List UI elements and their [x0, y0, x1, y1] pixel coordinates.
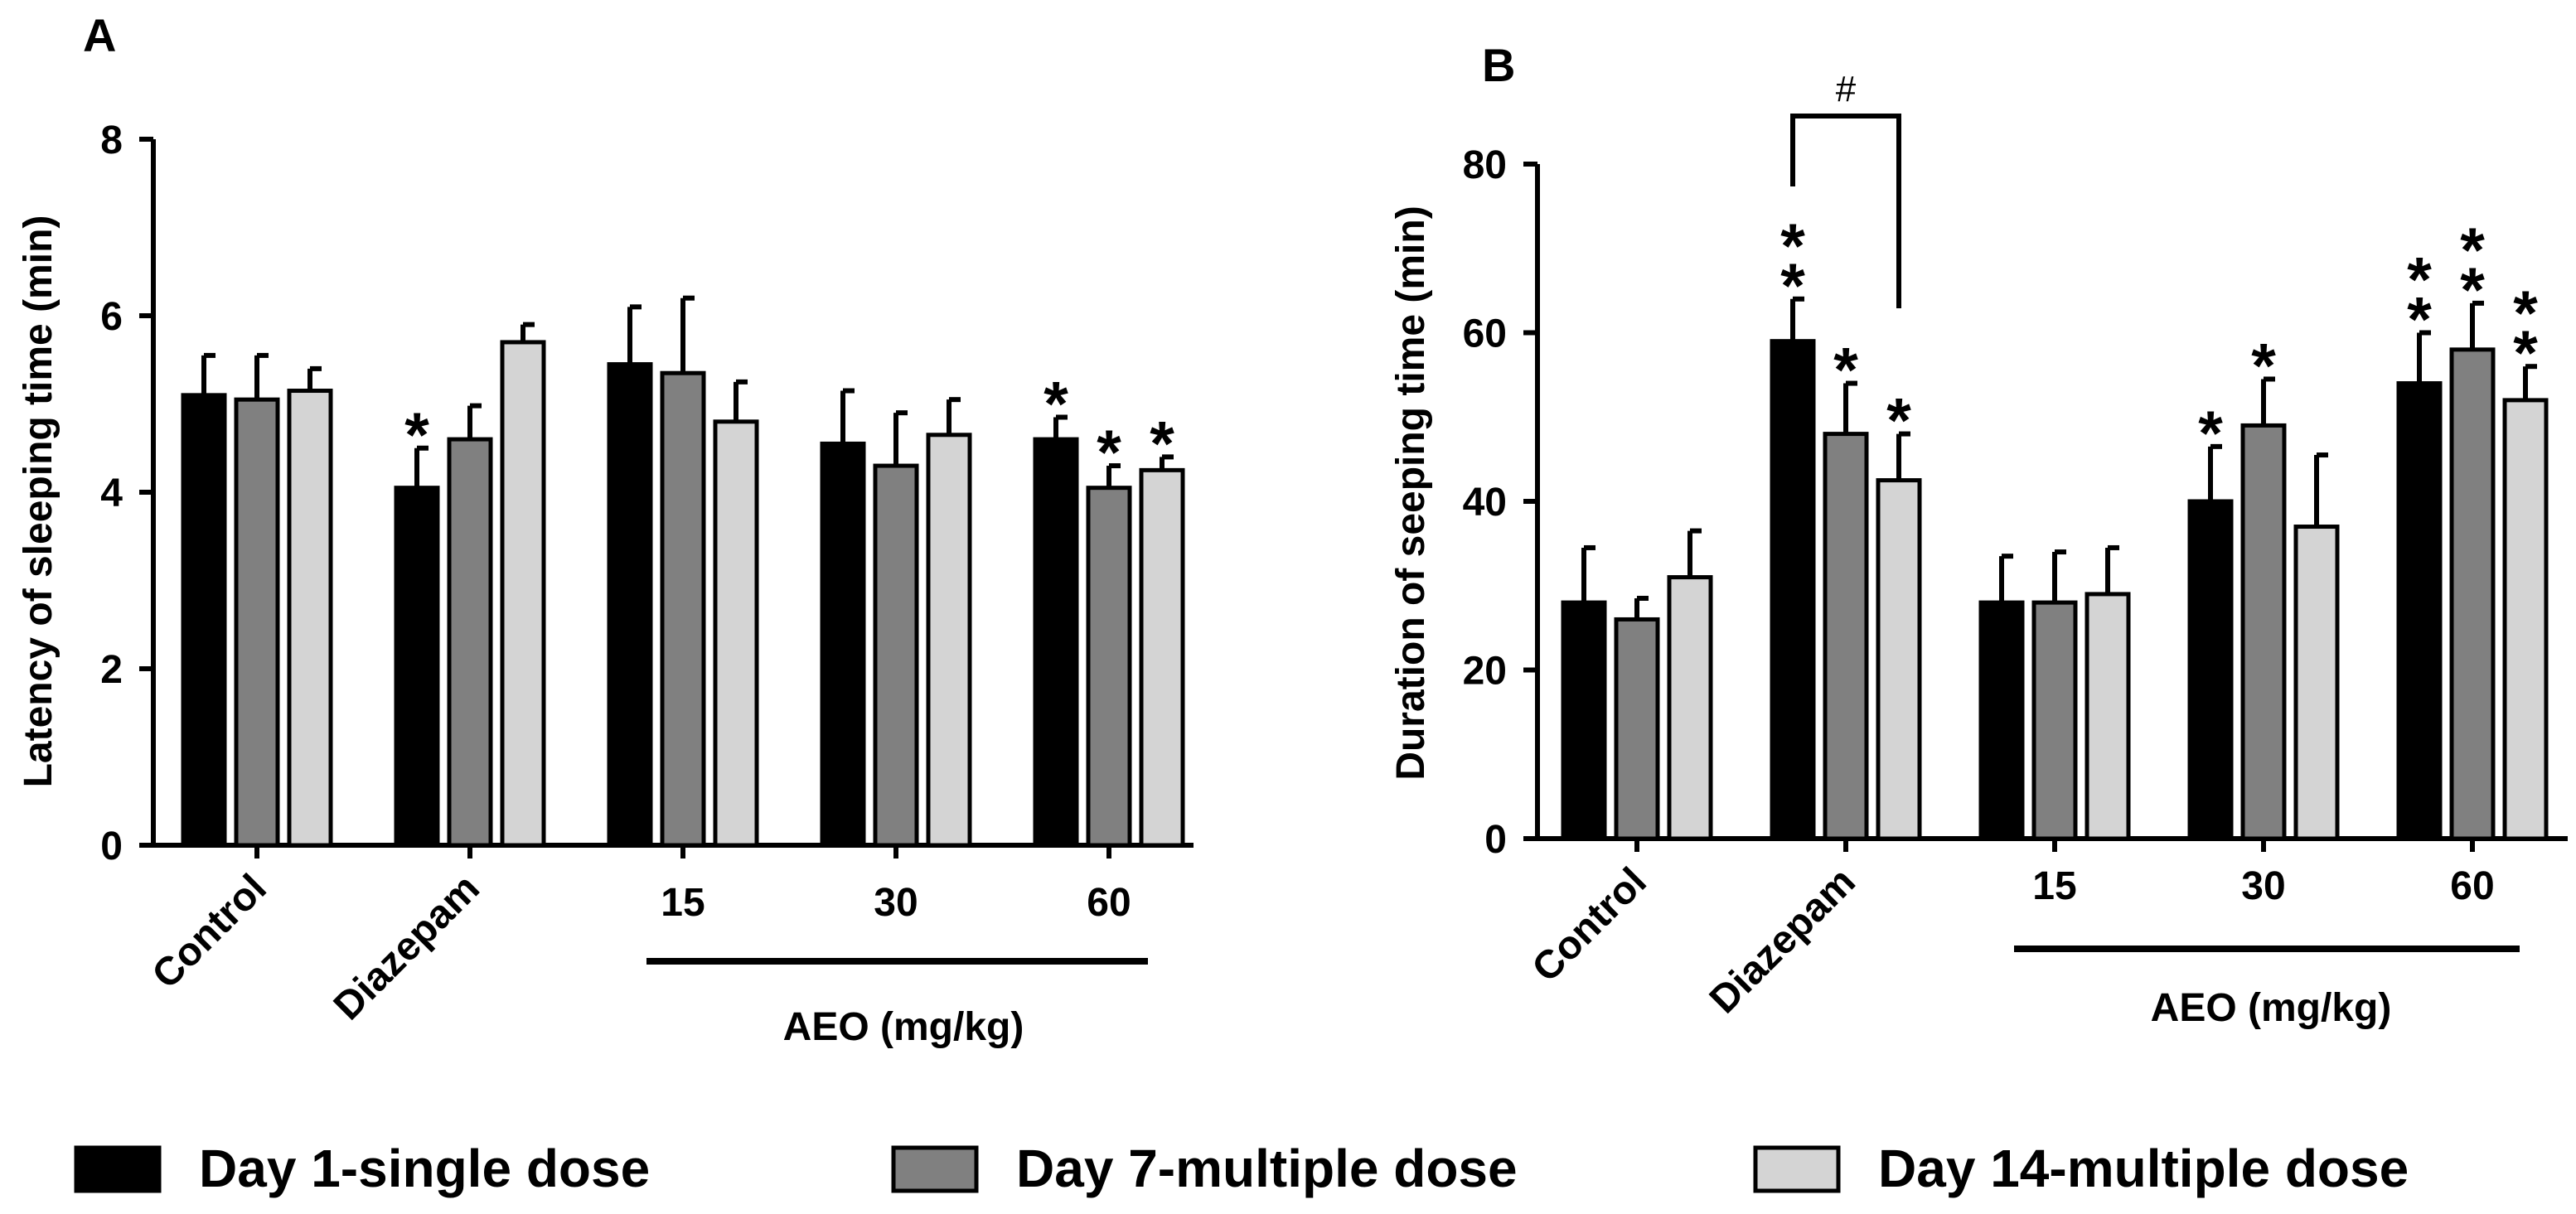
legend-swatch-day1 — [74, 1145, 162, 1193]
panel-b-significance-star: * — [1886, 386, 1911, 457]
panel-b-bar-day1-60 — [2396, 381, 2443, 841]
legend-swatch-day7 — [891, 1145, 979, 1193]
panel-b-category-label-30: 30 — [2241, 864, 2285, 908]
panel-b-bar-day7-diazepam — [1823, 432, 1869, 841]
panel-b-comparison-bracket — [1790, 114, 1901, 308]
panel-a-y-tick-label: 6 — [100, 295, 123, 339]
panel-a-bar-day1-15 — [607, 362, 653, 848]
panel-a-significance-star: * — [1150, 409, 1174, 479]
panel-b-significance-star: * — [2251, 331, 2276, 401]
legend: Day 1-single dose Day 7-multiple dose Da… — [74, 1139, 2409, 1198]
panel-b-significance-star: * — [2407, 245, 2432, 316]
panel-b-y-tick-label: 60 — [1463, 312, 1507, 356]
panel-b-chart: B Duration of seeping time (min) AEO (mg… — [1389, 39, 2568, 1030]
panel-b-category-label-15: 15 — [2032, 864, 2076, 908]
panel-b-category-label-diazepam: Diazepam — [1702, 859, 1864, 1022]
panel-a-bar-day1-control — [181, 393, 227, 848]
panel-b-bar-day14-control — [1667, 575, 1713, 841]
panel-a-y-tick-label: 8 — [100, 118, 123, 162]
panel-b-significance-star: * — [2198, 399, 2223, 469]
legend-item-day14: Day 14-multiple dose — [1753, 1139, 2409, 1198]
panel-a-significance-star: * — [1043, 369, 1068, 439]
panel-a-bar-day7-15 — [660, 370, 706, 848]
panel-a-y-tick-label: 2 — [100, 648, 123, 692]
panel-b-significance-star: * — [2513, 318, 2538, 389]
panel-a-bar-day14-30 — [926, 433, 972, 848]
panel-a-bar-day14-control — [287, 389, 333, 848]
panel-b-bar-day14-30 — [2293, 525, 2340, 841]
panel-a-bar-day7-control — [234, 397, 280, 848]
panel-b-y-tick-label: 80 — [1463, 143, 1507, 187]
panel-b-significance-star: * — [1833, 336, 1858, 406]
panel-a-category-label-diazepam: Diazepam — [326, 866, 488, 1028]
panel-a-bar-day1-30 — [820, 441, 866, 848]
panel-b-bracket-mark: # — [1836, 69, 1857, 109]
panel-a-bar-day14-diazepam — [500, 340, 546, 848]
panel-a-category-label-control: Control — [144, 866, 275, 997]
panel-a-chart: A Latency of sleeping time (min) AEO (mg… — [17, 9, 1194, 1049]
panel-b-bar-day1-control — [1561, 600, 1607, 841]
panel-b-bar-day7-60 — [2449, 347, 2496, 841]
panel-a-bar-day1-60 — [1033, 437, 1079, 848]
panel-b-y-axis-title: Duration of seeping time (min) — [1389, 206, 1433, 780]
panel-b-bar-day1-15 — [1978, 600, 2025, 841]
panel-b-bar-day1-30 — [2187, 499, 2234, 841]
panel-a-x-group-title: AEO (mg/kg) — [783, 1005, 1024, 1049]
panel-b-bar-day14-diazepam — [1876, 478, 1922, 841]
panel-b-significance-star: * — [1780, 211, 1805, 282]
panel-a-significance-star: * — [404, 400, 429, 471]
panel-a-category-label-60: 60 — [1087, 881, 1131, 925]
panel-b-bar-day14-60 — [2502, 398, 2549, 841]
panel-b-y-tick-label: 20 — [1463, 650, 1507, 694]
panel-a-significance-star: * — [1097, 418, 1121, 488]
panel-a-y-tick-label: 0 — [100, 825, 123, 868]
panel-b-category-label-control: Control — [1524, 859, 1655, 990]
legend-swatch-day14 — [1753, 1145, 1841, 1193]
panel-b-y-tick-label: 0 — [1484, 818, 1507, 862]
panel-a-bar-day1-diazepam — [394, 486, 440, 848]
panel-b-significance-star: * — [2407, 285, 2432, 355]
panel-a-bar-day7-60 — [1086, 486, 1132, 848]
panel-b-letter: B — [1482, 39, 1515, 91]
panel-a-letter: A — [83, 9, 116, 61]
panel-a-bar-day14-60 — [1139, 467, 1185, 848]
panel-a-y-axis-title: Latency of sleeping time (min) — [17, 215, 61, 788]
panel-b-x-group-title: AEO (mg/kg) — [2151, 986, 2392, 1030]
panel-a-bar-day7-diazepam — [447, 437, 493, 848]
legend-label-day7: Day 7-multiple dose — [1016, 1139, 1518, 1198]
panel-b-category-label-60: 60 — [2450, 864, 2494, 908]
panel-a-bar-day7-30 — [873, 463, 919, 848]
panel-b-significance-star: * — [2513, 278, 2538, 349]
panel-b-bar-day1-diazepam — [1770, 339, 1816, 841]
legend-label-day14: Day 14-multiple dose — [1878, 1139, 2409, 1198]
panel-a-bar-day14-15 — [713, 419, 759, 848]
panel-b-significance-star: * — [1780, 251, 1805, 322]
panel-a-category-label-30: 30 — [874, 881, 918, 925]
panel-b-significance-star: * — [2460, 215, 2485, 286]
panel-b-y-tick-label: 40 — [1463, 481, 1507, 525]
legend-item-day1: Day 1-single dose — [74, 1139, 650, 1198]
legend-item-day7: Day 7-multiple dose — [891, 1139, 1518, 1198]
panel-b-significance-star: * — [2460, 255, 2485, 326]
legend-label-day1: Day 1-single dose — [199, 1139, 650, 1198]
panel-b-bar-day7-15 — [2031, 600, 2078, 841]
panel-a-y-tick-label: 4 — [100, 472, 123, 515]
panel-a-category-label-15: 15 — [661, 881, 705, 925]
panel-b-bar-day7-control — [1614, 617, 1660, 841]
panel-b-bar-day7-30 — [2240, 423, 2287, 841]
panel-b-bar-day14-15 — [2085, 592, 2131, 841]
